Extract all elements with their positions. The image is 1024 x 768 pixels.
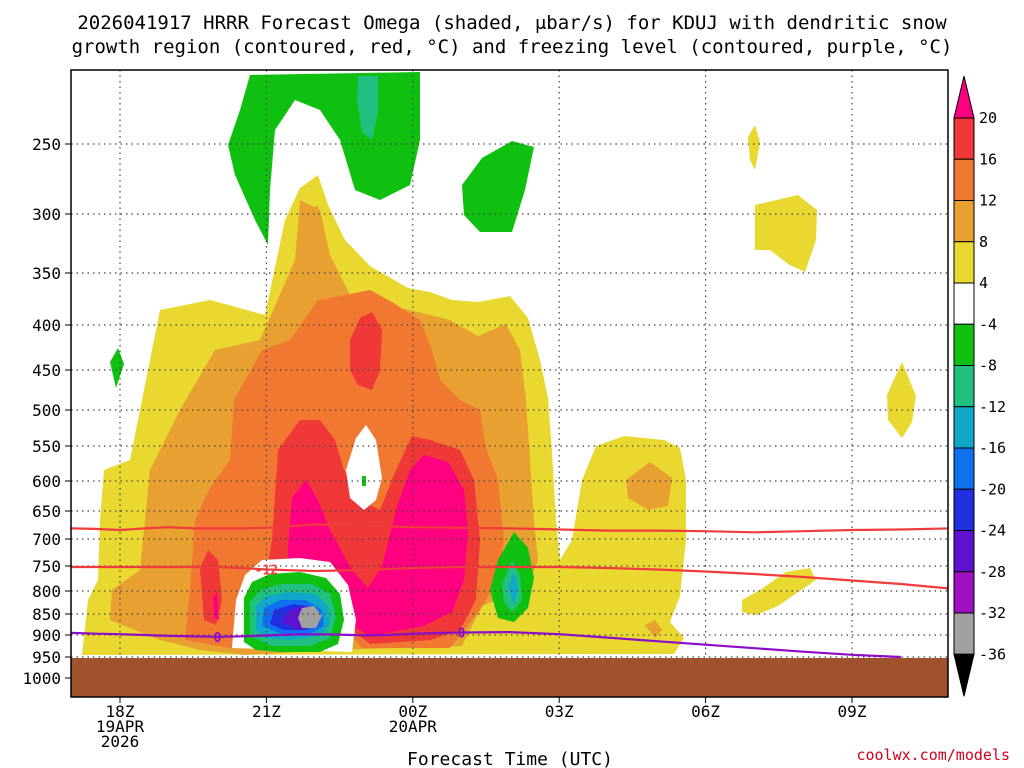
y-tick-label: 1000	[22, 669, 61, 688]
colorbar-swatch	[953, 241, 975, 284]
colorbar-level-label: -20	[979, 480, 1006, 498]
contour-label: 0	[214, 631, 222, 646]
dgz-upper-contour	[71, 523, 948, 534]
colorbar-level-label: -32	[979, 604, 1006, 622]
freezing-level-contour	[71, 630, 901, 659]
contour-label: 0	[458, 626, 466, 641]
x-tick-label: 19APR	[96, 717, 145, 736]
x-tick-label: 21Z	[252, 702, 281, 721]
colorbar-swatch	[953, 406, 975, 449]
x-axis-title: Forecast Time (UTC)	[407, 749, 613, 768]
dgz-lower-contour	[71, 565, 948, 590]
omega-shading	[82, 72, 916, 655]
omega-shade-yellow-blob-right	[887, 362, 916, 438]
omega-shade-orange-light-right	[626, 462, 672, 510]
x-tick-label: 20APR	[389, 717, 438, 736]
contour-label: -12	[255, 564, 278, 579]
y-tick-label: 500	[32, 401, 61, 420]
x-tick-label: 2026	[101, 732, 140, 751]
omega-shade-teal-core	[357, 76, 378, 140]
y-tick-label: 900	[32, 626, 61, 645]
y-tick-label: 600	[32, 472, 61, 491]
y-tick-label: 550	[32, 437, 61, 456]
plot-border	[70, 69, 949, 698]
y-tick-label: 850	[32, 605, 61, 624]
omega-shade-yellow-lower-right	[742, 568, 816, 615]
y-tick-label: 700	[32, 530, 61, 549]
colorbar-swatch	[953, 323, 975, 366]
x-tick-label: 06Z	[691, 702, 720, 721]
colorbar-swatch	[953, 612, 975, 655]
colorbar-level-label: -24	[979, 522, 1006, 540]
omega-shade-yellow-blob-top	[748, 125, 760, 170]
omega-shade-blue-blob	[508, 572, 518, 604]
colorbar-swatch	[953, 530, 975, 573]
y-tick-label: 800	[32, 582, 61, 601]
colorbar-top-arrow	[953, 75, 975, 119]
colorbar-level-label: 4	[979, 274, 988, 292]
colorbar-swatch	[953, 282, 975, 325]
omega-shade-magenta-small	[213, 592, 219, 620]
colorbar-level-label: -12	[979, 398, 1006, 416]
colorbar-level-label: -16	[979, 439, 1006, 457]
colorbar-level-label: -36	[979, 645, 1006, 663]
colorbar-swatch	[953, 200, 975, 243]
y-tick-label: 650	[32, 502, 61, 521]
colorbar-level-label: 16	[979, 150, 997, 168]
credit-text: coolwx.com/models	[856, 746, 1010, 764]
colorbar-level-label: 12	[979, 192, 997, 210]
y-tick-label: 750	[32, 557, 61, 576]
colorbar-swatch	[953, 571, 975, 614]
x-tick-label: 00Z	[398, 702, 427, 721]
x-tick-label: 03Z	[545, 702, 574, 721]
grid-lines	[71, 70, 948, 697]
omega-shade-green-c	[110, 348, 124, 388]
terrain-fill	[71, 658, 948, 697]
colorbar-level-label: -4	[979, 315, 997, 333]
y-tick-label: 400	[32, 316, 61, 335]
omega-shade-orange-light-small	[645, 620, 662, 638]
y-tick-label: 350	[32, 264, 61, 283]
y-tick-label: 250	[32, 135, 61, 154]
omega-shade-green-b	[462, 141, 534, 232]
colorbar-swatch	[953, 117, 975, 160]
y-tick-label: 300	[32, 205, 61, 224]
colorbar-swatch	[953, 447, 975, 490]
colorbar-level-label: -8	[979, 357, 997, 375]
colorbar-level-label: -28	[979, 563, 1006, 581]
omega-shade-gray-core	[298, 606, 322, 628]
x-tick-label: 09Z	[838, 702, 867, 721]
colorbar-swatch	[953, 365, 975, 408]
colorbar-level-label: 20	[979, 109, 997, 127]
colorbar-swatch	[953, 488, 975, 531]
colorbar-level-label: 8	[979, 233, 988, 251]
y-tick-label: 450	[32, 361, 61, 380]
colorbar: 20 16 12 8 4 -4 -8 -12 -16 -20 -24 -28 -32 -36	[953, 75, 1006, 697]
omega-shade-orange-light-top	[308, 205, 322, 270]
chart-title-line-2: growth region (contoured, red, °C) and f…	[72, 36, 953, 58]
colorbar-bottom-arrow	[953, 653, 975, 697]
y-axis: 250 300 350 400 450 500 550 600 650 700 750 800 850 9…	[22, 135, 71, 688]
x-tick-label: 18Z	[106, 702, 135, 721]
chart-title-line-1: 2026041917 HRRR Forecast Omega (shaded, …	[77, 12, 947, 34]
omega-shade-white-eye	[346, 425, 382, 510]
contour-lines: -12 0 0	[71, 523, 948, 659]
y-tick-label: 950	[32, 648, 61, 667]
colorbar-swatch	[953, 158, 975, 201]
